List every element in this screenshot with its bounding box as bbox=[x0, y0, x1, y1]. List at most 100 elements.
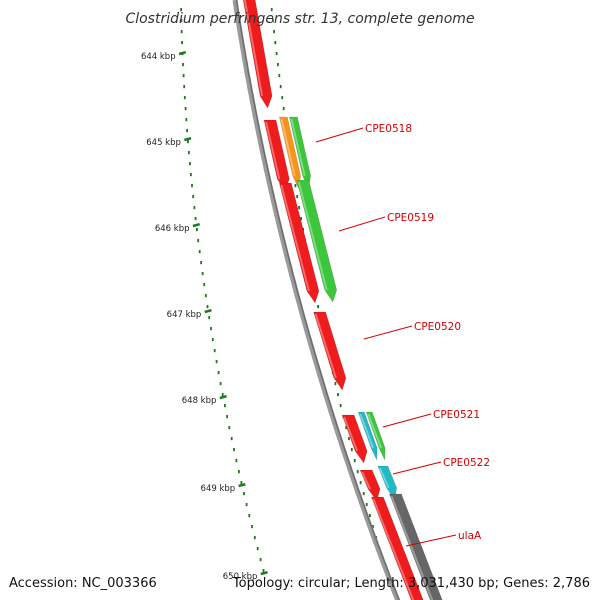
ruler-dot bbox=[201, 272, 204, 276]
ruler-dot bbox=[196, 228, 198, 232]
gene-label: CPE0520 bbox=[414, 321, 461, 333]
feature-highlight bbox=[367, 413, 383, 449]
feature-highlight bbox=[290, 118, 306, 177]
ruler-dot bbox=[197, 239, 200, 243]
ruler-dot bbox=[180, 8, 182, 12]
ruler-dot bbox=[298, 206, 300, 210]
scale-tick bbox=[184, 136, 192, 142]
scale-tick-label: 645 kbp bbox=[146, 138, 181, 148]
ruler-dot bbox=[182, 74, 185, 78]
backbone-line bbox=[232, 0, 401, 600]
ruler-dot bbox=[273, 30, 275, 34]
gene-arrow bbox=[341, 414, 368, 464]
scale-tick-label: 649 kbp bbox=[201, 484, 236, 494]
feature-highlight bbox=[372, 498, 415, 600]
ruler-dot bbox=[208, 316, 211, 320]
ruler-dot bbox=[353, 459, 356, 463]
scale-tick bbox=[192, 222, 201, 228]
ruler-dot bbox=[369, 514, 371, 518]
scale-tick bbox=[238, 482, 246, 488]
ruler-dot bbox=[270, 8, 273, 12]
ruler-dot bbox=[317, 305, 319, 309]
ruler-dot bbox=[248, 514, 251, 518]
map-title: Clostridium perfringens str. 13, complet… bbox=[125, 11, 474, 27]
ruler-dot bbox=[188, 151, 190, 155]
ruler-dot bbox=[251, 525, 253, 529]
ruler-dot bbox=[219, 382, 222, 386]
ruler-dot bbox=[187, 140, 189, 144]
feature-highlight bbox=[361, 471, 372, 490]
ruler-dot bbox=[180, 30, 183, 34]
ruler-dot bbox=[238, 470, 240, 474]
ruler-dot bbox=[204, 294, 207, 298]
ruler-dot bbox=[211, 338, 214, 342]
ruler-dot bbox=[189, 162, 191, 166]
ruler-dot bbox=[259, 558, 262, 562]
ruler-dot bbox=[182, 63, 184, 67]
ruler-dot bbox=[213, 349, 216, 353]
ruler-dot bbox=[193, 206, 196, 210]
gene-arrow bbox=[242, 0, 273, 109]
ruler-dot bbox=[181, 41, 183, 45]
gene-label: CPE0522 bbox=[443, 457, 490, 469]
ruler-dot bbox=[253, 536, 256, 540]
ruler-dot bbox=[372, 525, 374, 529]
ruler-dot bbox=[275, 52, 278, 56]
ruler-dot bbox=[294, 184, 297, 188]
label-leader-line bbox=[315, 127, 364, 143]
label-leader-line bbox=[392, 461, 442, 475]
ruler-dot bbox=[278, 74, 281, 78]
ruler-dot bbox=[362, 492, 365, 496]
scale-tick bbox=[204, 308, 212, 314]
gene-arrow bbox=[359, 469, 381, 502]
feature-highlight bbox=[265, 121, 281, 180]
feature-highlight bbox=[390, 495, 434, 600]
genome-backbone bbox=[232, 0, 401, 600]
ruler-dot bbox=[274, 41, 277, 45]
ruler-dot bbox=[245, 503, 248, 507]
accession-text: Accession: NC_003366 bbox=[9, 576, 157, 591]
ruler-dot bbox=[198, 250, 201, 254]
ruler-dot bbox=[296, 195, 299, 199]
ruler-dot bbox=[279, 85, 282, 89]
ruler-dot bbox=[277, 63, 279, 67]
ruler-dot bbox=[192, 195, 195, 199]
label-leader-line bbox=[405, 534, 457, 547]
feature-highlight bbox=[297, 181, 328, 291]
ruler-dot bbox=[348, 437, 350, 441]
ruler-dot bbox=[334, 382, 337, 386]
ruler-dot bbox=[339, 404, 342, 408]
gene-labels: CPE0518 CPE0519 CPE0520 CPE0521 CPE0522 ulaA bbox=[315, 123, 490, 547]
ruler-dot bbox=[359, 481, 362, 485]
ruler-dot bbox=[282, 107, 285, 111]
ruler-dot bbox=[345, 426, 348, 430]
label-leader-line bbox=[363, 325, 413, 340]
ruler-dot bbox=[240, 481, 243, 485]
feature-bar-green bbox=[296, 179, 338, 303]
ruler-dot bbox=[194, 217, 197, 221]
ruler-dot bbox=[256, 547, 259, 551]
scale-tick-label: 647 kbp bbox=[167, 310, 202, 320]
ruler-dot bbox=[215, 360, 218, 364]
feature-highlight bbox=[378, 467, 390, 489]
ruler-dot bbox=[185, 118, 188, 122]
feature-highlight bbox=[359, 413, 375, 449]
ruler-dot bbox=[356, 470, 359, 474]
scale-tick-label: 648 kbp bbox=[182, 396, 217, 406]
ruler-dot bbox=[272, 19, 274, 23]
ruler-dot bbox=[262, 569, 265, 573]
gene-label: CPE0518 bbox=[365, 123, 412, 135]
ruler-dot bbox=[190, 173, 192, 177]
feature-highlight bbox=[280, 118, 296, 177]
ruler-dot bbox=[226, 415, 228, 419]
ruler-dot bbox=[180, 19, 183, 23]
ruler-dot bbox=[183, 85, 186, 89]
ruler-dot bbox=[230, 437, 233, 441]
feature-highlight bbox=[314, 313, 337, 379]
feature-bar-green bbox=[289, 116, 312, 189]
scale-tick bbox=[219, 394, 227, 400]
ruler-dot bbox=[350, 448, 353, 452]
ruler-dot bbox=[235, 459, 238, 463]
ruler-dot bbox=[184, 107, 187, 111]
